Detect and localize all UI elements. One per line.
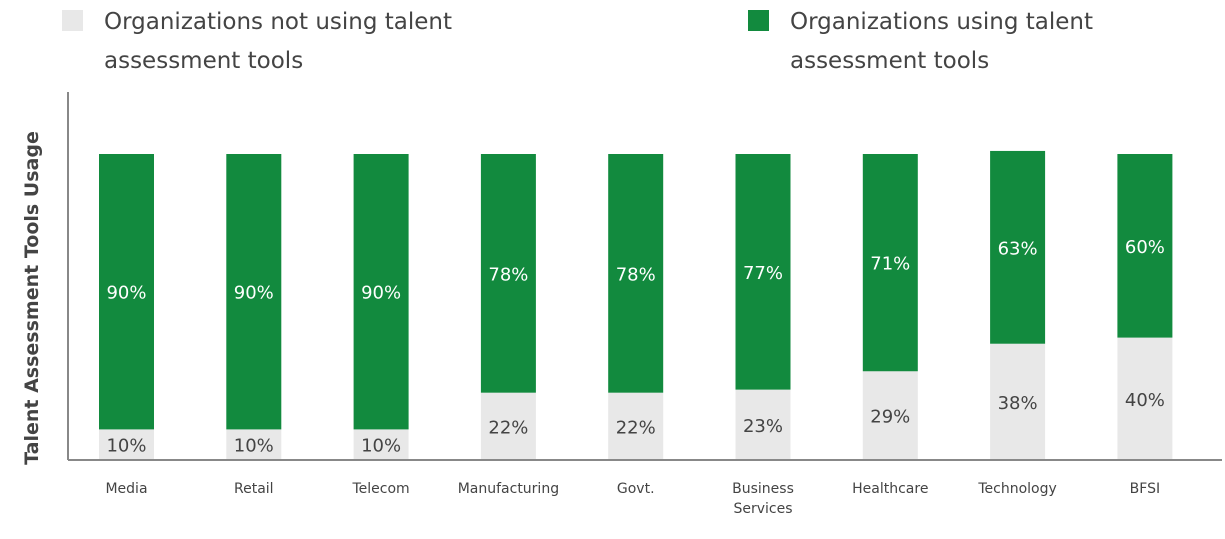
data-label-not-using: 38% — [998, 393, 1038, 414]
bar-using — [353, 154, 409, 430]
category-label: Services — [733, 501, 792, 517]
data-label-not-using: 23% — [743, 416, 783, 437]
data-label-using: 60% — [1125, 237, 1165, 258]
bar-using — [1117, 154, 1173, 338]
bar-not-using — [862, 371, 918, 460]
data-label-not-using: 22% — [488, 417, 528, 438]
bars: 10% 90% 10% 90% 10% 90% 22% 78% 22% 78% 23% 77% 29% 7… — [99, 150, 1173, 460]
data-label-using: 90% — [106, 283, 146, 304]
category-label: Telecom — [351, 481, 409, 497]
bar-not-using — [480, 392, 536, 460]
bar-using — [862, 154, 918, 372]
legend-label-not-using-line1: Organizations not using talent — [104, 9, 452, 35]
category-label: Retail — [234, 481, 274, 497]
legend-label-using-line1: Organizations using talent — [790, 9, 1093, 35]
bar-not-using — [735, 389, 791, 460]
category-label: BFSI — [1130, 481, 1160, 497]
category-label: Manufacturing — [458, 481, 559, 497]
bar-not-using — [99, 429, 154, 460]
bar-not-using — [226, 429, 282, 460]
bar-not-using — [608, 392, 664, 460]
legend-label-not-using-line2: assessment tools — [104, 48, 303, 74]
data-label-not-using: 10% — [361, 436, 401, 457]
data-label-not-using: 10% — [234, 436, 274, 457]
data-label-using: 90% — [361, 283, 401, 304]
data-label-using: 77% — [743, 263, 783, 284]
category-label: Govt. — [617, 481, 655, 497]
category-label: Business — [732, 481, 794, 497]
bar-not-using — [1117, 337, 1173, 460]
category-label: Technology — [977, 481, 1056, 497]
legend-swatch-not-using — [62, 10, 83, 31]
bar-using — [735, 154, 791, 390]
data-label-using: 71% — [870, 254, 910, 275]
legend-item-using: Organizations using talent assessment to… — [748, 9, 1093, 74]
category-labels: Media Retail Telecom Manufacturing Govt. Busi… — [105, 481, 1160, 517]
bar-not-using — [353, 429, 409, 460]
axes — [67, 92, 1222, 461]
legend: Organizations not using talent assessmen… — [62, 9, 1093, 74]
category-label: Media — [105, 481, 147, 497]
data-label-using: 78% — [616, 264, 656, 285]
bar-using — [608, 154, 664, 393]
data-label-not-using: 29% — [870, 407, 910, 428]
bar-using — [99, 154, 154, 430]
data-label-not-using: 22% — [616, 417, 656, 438]
data-label-not-using: 10% — [106, 436, 146, 457]
bar-using — [990, 150, 1046, 344]
data-label-not-using: 40% — [1125, 390, 1165, 411]
category-label: Healthcare — [852, 481, 928, 497]
bar-not-using — [990, 343, 1046, 460]
y-axis-label: Talent Assessment Tools Usage — [21, 131, 43, 465]
bar-using — [480, 154, 536, 393]
legend-swatch-using — [748, 10, 769, 31]
legend-label-using-line2: assessment tools — [790, 48, 989, 74]
legend-item-not-using: Organizations not using talent assessmen… — [62, 9, 452, 74]
data-label-using: 78% — [488, 264, 528, 285]
bar-using — [226, 154, 282, 430]
data-label-using: 90% — [234, 283, 274, 304]
data-label-using: 63% — [998, 238, 1038, 259]
